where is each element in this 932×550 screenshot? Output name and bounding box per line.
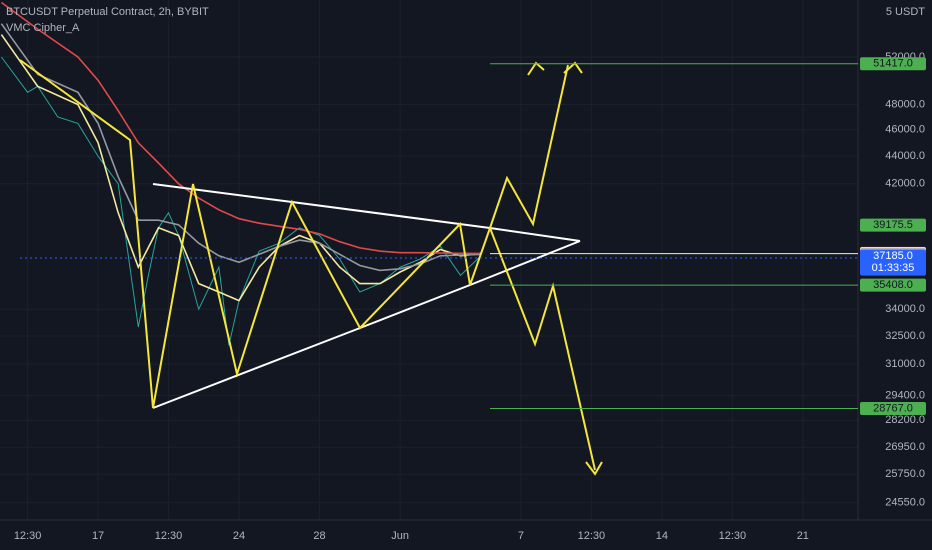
price-tag-label: 35408.0 — [873, 279, 913, 291]
y-tick-label: 32500.0 — [885, 330, 925, 342]
grid — [0, 0, 858, 520]
price-tag-label: 37185.0 — [873, 250, 913, 262]
series-line — [0, 1, 481, 255]
x-tick-label: 24 — [233, 530, 245, 542]
drawings — [19, 59, 858, 476]
y-tick-label: 26950.0 — [885, 441, 925, 453]
indicator-name: VMC Cipher_A — [6, 22, 80, 34]
price-tag — [860, 249, 926, 276]
y-tick-label: 24550.0 — [885, 496, 925, 508]
arrow-head — [585, 461, 603, 476]
x-tick-label: 12:30 — [578, 530, 606, 542]
y-tick-label: 46000.0 — [885, 124, 925, 136]
y-tick-label: 31000.0 — [885, 358, 925, 370]
series-line — [0, 34, 481, 302]
y-tick-label: 42000.0 — [885, 178, 925, 190]
x-tick-label: 7 — [518, 530, 524, 542]
triangle-upper — [152, 183, 581, 242]
zigzag-up — [19, 59, 569, 409]
price-tag-label: 51417.0 — [873, 58, 913, 70]
y-tick-label: 34000.0 — [885, 303, 925, 315]
series-line — [0, 23, 481, 272]
y-tick-label: 44000.0 — [885, 150, 925, 162]
series-layer — [0, 1, 481, 346]
axes: 52000.048000.046000.044000.042000.034000… — [14, 51, 926, 542]
countdown: 01:33:35 — [872, 262, 915, 274]
price-tag-label: 39175.5 — [873, 219, 913, 231]
y-tick-label: 25750.0 — [885, 468, 925, 480]
x-tick-label: 12:30 — [719, 530, 747, 542]
price-tag-label: 28767.0 — [873, 402, 913, 414]
x-tick-label: 21 — [797, 530, 809, 542]
price-tag — [860, 278, 926, 292]
arrow-head — [527, 61, 545, 76]
triangle-lower — [152, 240, 581, 409]
currency: 5 USDT — [886, 6, 925, 18]
x-tick-label: 14 — [656, 530, 668, 542]
x-tick-label: Jun — [391, 530, 409, 542]
y-tick-label: 28200.0 — [885, 414, 925, 426]
x-tick-label: 28 — [313, 530, 325, 542]
x-tick-label: 12:30 — [14, 530, 42, 542]
x-tick-label: 17 — [92, 530, 104, 542]
price-tag — [860, 57, 926, 71]
price-tag — [860, 401, 926, 415]
chart-title: BTCUSDT Perpetual Contract, 2h, BYBIT — [6, 6, 209, 18]
y-tick-label: 29400.0 — [885, 389, 925, 401]
y-tick-label: 48000.0 — [885, 98, 925, 110]
x-tick-label: 12:30 — [155, 530, 183, 542]
series-line — [0, 56, 481, 346]
price-tag — [860, 218, 926, 232]
zigzag-down — [489, 227, 596, 471]
arrow-head — [563, 61, 583, 74]
